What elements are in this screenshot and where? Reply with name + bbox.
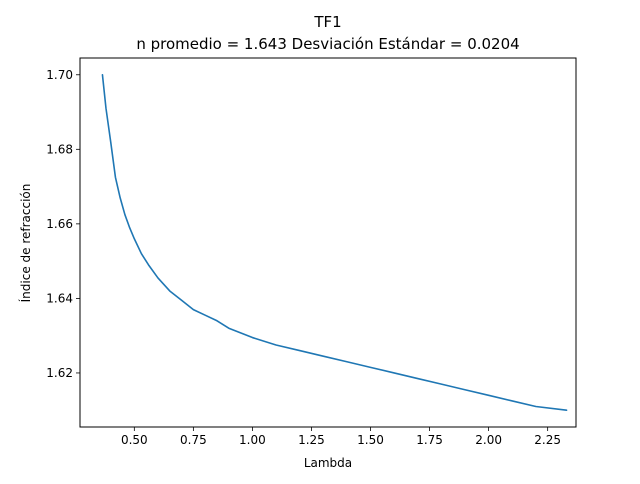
y-axis-ticks: 1.62 1.64 1.66 1.68 1.70	[46, 68, 80, 380]
x-tick-label: 0.50	[121, 433, 148, 447]
series-line-0	[101, 73, 568, 412]
plot-frame	[79, 57, 577, 428]
x-tick-label: 2.00	[475, 433, 502, 447]
y-axis-label: Índice de refracción	[18, 184, 33, 303]
x-axis-label: Lambda	[304, 456, 352, 470]
y-tick-label: 1.70	[46, 68, 73, 82]
plot-area	[101, 73, 568, 412]
x-tick-label: 1.00	[239, 433, 266, 447]
chart-title: TF1	[313, 13, 341, 31]
y-tick-label: 1.62	[46, 366, 73, 380]
x-tick-label: 1.25	[298, 433, 325, 447]
x-tick-label: 0.75	[180, 433, 207, 447]
x-tick-label: 1.75	[416, 433, 443, 447]
y-tick-label: 1.66	[46, 217, 73, 231]
y-tick-label: 1.64	[46, 291, 73, 305]
x-axis-ticks: 0.50 0.75 1.00 1.25 1.50 1.75 2.00 2.25	[121, 427, 561, 447]
x-tick-label: 2.25	[534, 433, 561, 447]
y-tick-label: 1.68	[46, 142, 73, 156]
x-tick-label: 1.50	[357, 433, 384, 447]
chart-subtitle: n promedio = 1.643 Desviación Estándar =…	[136, 35, 519, 53]
